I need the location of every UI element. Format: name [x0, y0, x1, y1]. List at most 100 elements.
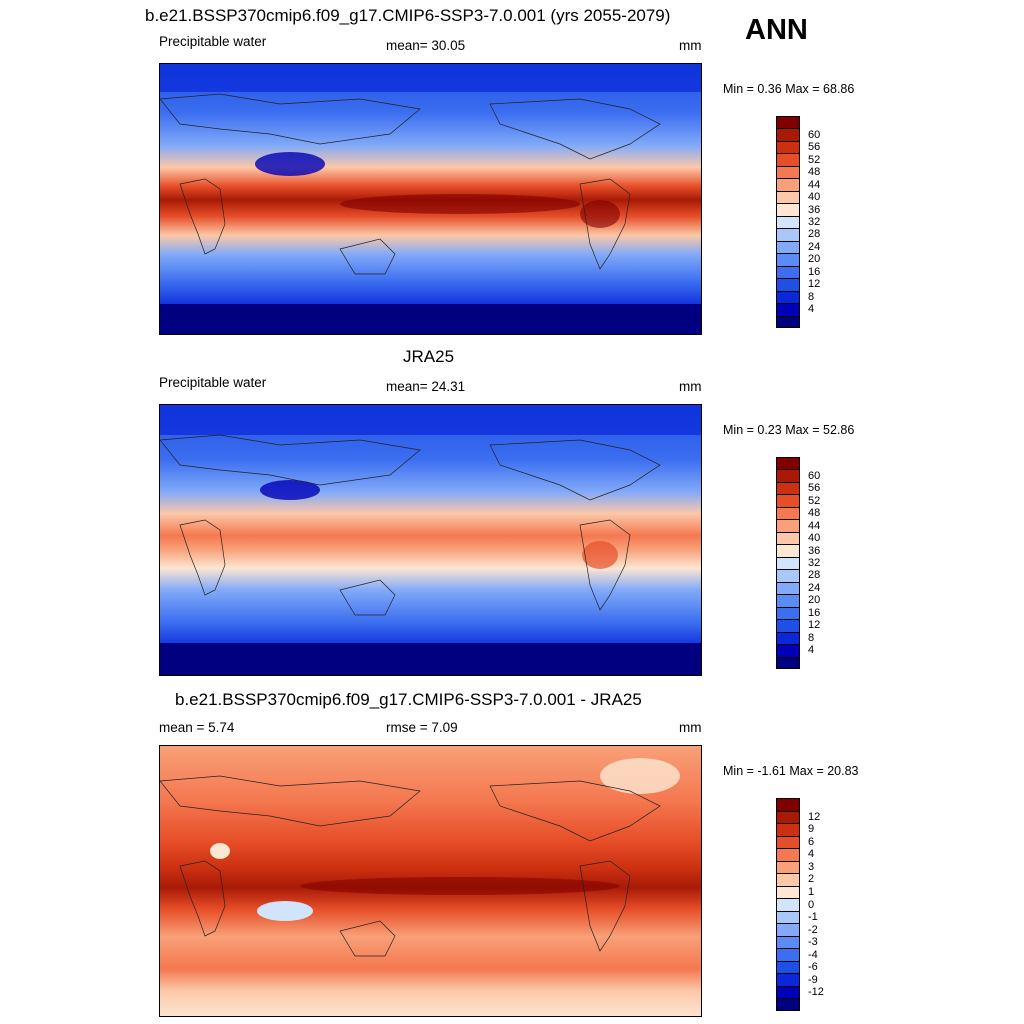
colorbar-tick-label: 0: [808, 898, 815, 911]
colorbar-tick-label: 8: [808, 631, 815, 644]
colorbar-tick-label: 48: [808, 507, 821, 520]
colorbar-tick-label: 56: [808, 141, 821, 154]
colorbar-tick-label: 12: [808, 619, 821, 632]
colorbar-tick-label: 60: [808, 128, 821, 141]
colorbar-segment: [776, 469, 800, 483]
colorbar-tick-label: 56: [808, 482, 821, 495]
colorbar-frame: [776, 457, 800, 669]
colorbar-tick-label: -1: [808, 911, 818, 924]
colorbar-tick-label: 36: [808, 544, 821, 557]
colorbar-segment: [776, 506, 800, 520]
colorbar-segment: [776, 215, 800, 229]
panel-2-mean-label: mean= 24.31: [386, 379, 466, 394]
colorbar-segment: [776, 265, 800, 279]
colorbar-divider: [776, 594, 800, 596]
panel-1-mean-label: mean= 30.05: [386, 38, 466, 53]
colorbar-divider: [776, 823, 800, 825]
panel-2-units-label: mm: [679, 379, 702, 394]
colorbar-segment: [776, 973, 800, 987]
colorbar-segment: [776, 494, 800, 508]
colorbar-divider: [776, 240, 800, 242]
panel-3-map-field: [160, 746, 701, 1016]
colorbar-divider: [776, 898, 800, 900]
colorbar-segment: [776, 519, 800, 533]
colorbar-segment: [776, 253, 800, 267]
colorbar-tick-label: 6: [808, 835, 815, 848]
colorbar-divider: [776, 556, 800, 558]
colorbar-tick-label: 52: [808, 494, 821, 507]
colorbar-tick-label: 8: [808, 290, 815, 303]
colorbar-divider: [776, 265, 800, 267]
colorbar-segment: [776, 848, 800, 862]
colorbar-tick-label: -4: [808, 948, 818, 961]
colorbar-segment: [776, 190, 800, 204]
colorbar-segment: [776, 303, 800, 317]
colorbar-tick-label: 40: [808, 532, 821, 545]
colorbar-segment: [776, 556, 800, 570]
colorbar-divider: [776, 290, 800, 292]
colorbar-tick-label: 28: [808, 228, 821, 241]
panel-2-map-field: [160, 405, 701, 675]
colorbar-segment: [776, 960, 800, 974]
panel-3-rmse-label: rmse = 7.09: [386, 720, 458, 735]
colorbar-segment: [776, 278, 800, 292]
colorbar-tick-label: 44: [808, 519, 821, 532]
panel-3-mean-label: mean = 5.74: [159, 720, 235, 735]
panel-2-variable-label: Precipitable water: [159, 375, 267, 390]
colorbar-segment: [776, 240, 800, 254]
colorbar-tick-label: 4: [808, 848, 815, 861]
colorbar-tick-label: 16: [808, 265, 821, 278]
colorbar-tick-label: 2: [808, 873, 815, 886]
colorbar-segment: [776, 835, 800, 849]
colorbar-divider: [776, 531, 800, 533]
panel-3-title: b.e21.BSSP370cmip6.f09_g17.CMIP6-SSP3-7.…: [175, 690, 642, 709]
colorbar-segment: [776, 619, 800, 633]
panel-3-map: [159, 745, 702, 1017]
panel-1-minmax: Min = 0.36 Max = 68.86: [723, 82, 855, 96]
colorbar-tick-label: 36: [808, 203, 821, 216]
colorbar-segment: [776, 798, 800, 812]
colorbar-divider: [776, 315, 800, 317]
colorbar-divider: [776, 873, 800, 875]
colorbar-tick-label: 4: [808, 303, 815, 316]
colorbar-divider: [776, 165, 800, 167]
colorbar-divider: [776, 140, 800, 142]
colorbar-divider: [776, 810, 800, 812]
colorbar-divider: [776, 848, 800, 850]
colorbar-segment: [776, 165, 800, 179]
colorbar-divider: [776, 998, 800, 1000]
colorbar-divider: [776, 910, 800, 912]
colorbar-tick-label: 24: [808, 240, 821, 253]
colorbar-tick-label: 32: [808, 216, 821, 228]
colorbar-tick-label: -2: [808, 923, 818, 936]
colorbar-segment: [776, 153, 800, 167]
colorbar-tick-label: 12: [808, 278, 821, 291]
colorbar-segment: [776, 998, 800, 1012]
colorbar-divider: [776, 644, 800, 646]
panel-2-minmax: Min = 0.23 Max = 52.86: [723, 423, 855, 437]
colorbar-divider: [776, 506, 800, 508]
colorbar-divider: [776, 581, 800, 583]
colorbar-segment: [776, 481, 800, 495]
colorbar-divider: [776, 835, 800, 837]
panel-3-units-label: mm: [679, 720, 702, 735]
colorbar-divider: [776, 935, 800, 937]
colorbar-divider: [776, 481, 800, 483]
colorbar-divider: [776, 253, 800, 255]
colorbar-segment: [776, 228, 800, 242]
colorbar-divider: [776, 128, 800, 130]
season-label: ANN: [745, 14, 808, 46]
colorbar-tick-label: -6: [808, 961, 818, 974]
colorbar-segment: [776, 128, 800, 142]
colorbar-segment: [776, 569, 800, 583]
panel-3-minmax: Min = -1.61 Max = 20.83: [723, 764, 859, 778]
colorbar-tick-label: 28: [808, 569, 821, 582]
colorbar-tick-label: 32: [808, 557, 821, 569]
colorbar-segment: [776, 203, 800, 217]
colorbar-segment: [776, 935, 800, 949]
colorbar-segment: [776, 860, 800, 874]
panel-1-map-field: [160, 64, 701, 334]
colorbar-divider: [776, 985, 800, 987]
panel-1-colorbar: [776, 116, 800, 329]
colorbar-segment: [776, 923, 800, 937]
